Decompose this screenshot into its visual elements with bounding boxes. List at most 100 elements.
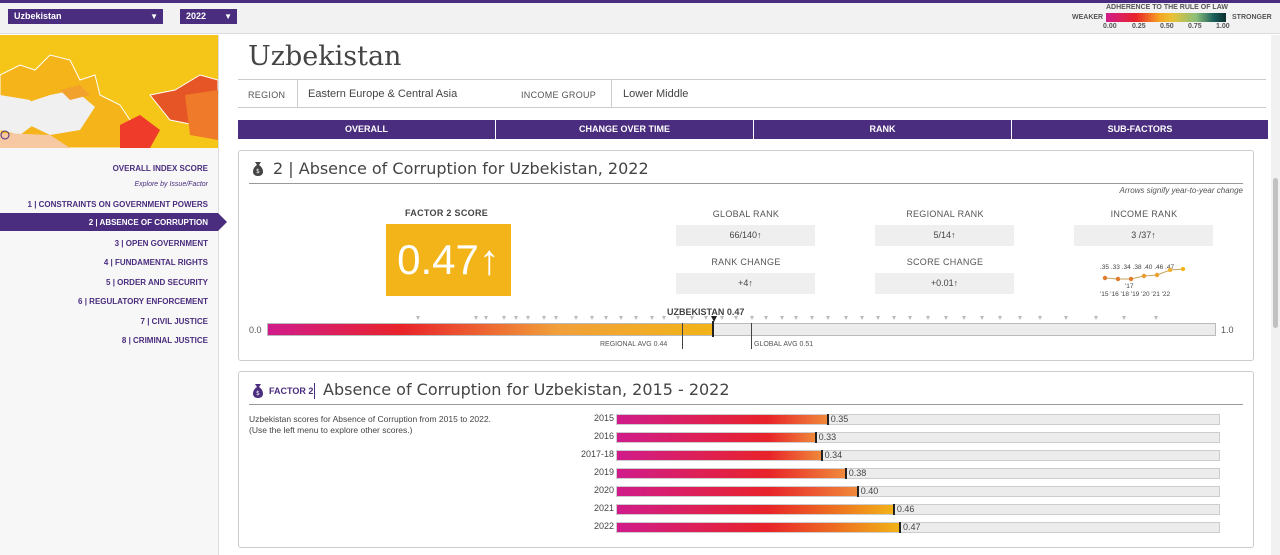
factor-score-label: FACTOR 2 SCORE [405,208,489,218]
chevron-down-icon: ▼ [224,12,232,21]
bar-track[interactable]: 0.38 [616,468,1220,479]
country-select-value: Uzbekistan [14,11,62,21]
legend-weaker: WEAKER [1072,14,1104,21]
tab-sub-factors[interactable]: SUB-FACTORS [1012,120,1268,139]
bar-end-marker [892,504,895,515]
bar-value-label: 0.47 [902,522,921,532]
score-scale-bar [267,323,1216,336]
bar-value-label: 0.40 [860,486,879,496]
menu-item-factor-1[interactable]: 1 | CONSTRAINTS ON GOVERNMENT POWERS [27,200,208,209]
scale-min: 0.0 [249,325,262,335]
bar-end-marker [820,450,823,461]
legend-title: ADHERENCE TO THE RULE OF LAW [1106,4,1228,11]
factor-tag: FACTOR 2 [269,386,314,396]
year-select-value: 2022 [186,11,207,21]
bar-end-marker [826,414,829,425]
menu-item-factor-8[interactable]: 8 | CRIMINAL JUSTICE [121,336,208,345]
income-label: INCOME GROUP [521,90,597,100]
bar-category-label: 2016 [593,431,614,441]
money-bag-icon: $ [251,383,265,404]
income-value: Lower Middle [623,88,689,100]
global-avg-label: GLOBAL AVG 0.51 [754,341,814,348]
bar-value-label: 0.34 [824,450,843,460]
bar-value-label: 0.46 [896,504,915,514]
bar-end-marker [856,486,859,497]
income-rank-label: INCOME RANK [1110,209,1178,219]
bar [617,451,822,460]
bar-track[interactable]: 0.47 [616,522,1220,533]
bar [617,469,846,478]
sparkline-years: '15 '16 '18 '19 '20 '21 '22 [1100,291,1171,298]
panel-title: Absence of Corruption for Uzbekistan, 20… [323,380,730,399]
country-marker-label: UZBEKISTAN 0.47 [667,307,745,317]
legend-color-scale [1106,13,1226,22]
region-label: REGION [248,90,286,100]
panel-description: Uzbekistan scores for Absence of Corrupt… [249,414,549,436]
menu-item-factor-6[interactable]: 6 | REGULATORY ENFORCEMENT [78,297,208,306]
legend-tick: 1.00 [1216,23,1230,30]
income-rank-value: 3 /37↑ [1074,225,1213,246]
info-row: REGION Eastern Europe & Central Asia INC… [238,79,1266,108]
arrows-note: Arrows signify year-to-year change [1119,186,1243,195]
sparkline-year-17: '17 [1125,283,1134,290]
tab-overall[interactable]: OVERALL [238,120,495,139]
svg-text:$: $ [256,168,260,175]
menu-item-factor-7[interactable]: 7 | CIVIL JUSTICE [140,317,208,326]
page-title: Uzbekistan [248,41,402,72]
country-map[interactable] [0,35,218,148]
divider [249,404,1243,405]
time-series-panel: $ FACTOR 2 Absence of Corruption for Uzb… [238,371,1254,548]
description-line-2: (Use the left menu to explore other scor… [249,425,413,435]
legend-tick: 0.25 [1132,23,1146,30]
menu-item-factor-4[interactable]: 4 | FUNDAMENTAL RIGHTS [103,258,208,267]
score-change-value: +0.01↑ [875,273,1014,294]
tab-rank[interactable]: RANK [754,120,1011,139]
distribution-ticks [416,316,1158,322]
factor-score-panel: 2 | Absence of Corruption for Uzbekistan… [238,150,1254,361]
global-avg-marker [751,323,752,349]
legend-tick: 0.00 [1103,23,1117,30]
country-select[interactable]: Uzbekistan ▼ [8,9,163,24]
menu-item-factor-2-active[interactable] [0,213,218,231]
bar-track[interactable]: 0.40 [616,486,1220,497]
legend-tick: 0.75 [1188,23,1202,30]
bar [617,487,858,496]
bar-track[interactable]: 0.33 [616,432,1220,443]
bar-category-label: 2022 [593,521,614,531]
regional-rank-value: 5/14↑ [875,225,1014,246]
money-bag-icon: $ [251,161,265,182]
divider [314,383,315,399]
menu-overall-index[interactable]: OVERALL INDEX SCORE [112,164,208,173]
rank-change-label: RANK CHANGE [711,257,781,267]
bar-category-label: 2019 [593,467,614,477]
country-marker [712,321,714,337]
menu-item-factor-2[interactable]: 2 | ABSENCE OF CORRUPTION [88,218,208,227]
panel-title: 2 | Absence of Corruption for Uzbekistan… [273,159,649,178]
bar-end-marker [898,522,901,533]
bar-category-label: 2017-18 [580,449,614,459]
bar-value-label: 0.38 [848,468,867,478]
divider [611,80,612,108]
bar-end-marker [814,432,817,443]
menu-explore-note: Explore by Issue/Factor [134,181,208,188]
sparkline [1102,267,1186,282]
scale-max: 1.0 [1221,325,1234,335]
scrollbar-thumb[interactable] [1273,178,1278,328]
bar-track[interactable]: 0.46 [616,504,1220,515]
global-rank-value: 66/140↑ [676,225,815,246]
tab-bar: OVERALL CHANGE OVER TIME RANK SUB-FACTOR… [238,120,1268,139]
bar [617,433,816,442]
menu-item-factor-5[interactable]: 5 | ORDER AND SECURITY [106,278,208,287]
menu-item-factor-3[interactable]: 3 | OPEN GOVERNMENT [114,239,208,248]
bar-track[interactable]: 0.35 [616,414,1220,425]
top-bar: Uzbekistan ▼ 2022 ▼ ADHERENCE TO THE RUL… [0,3,1280,34]
year-select[interactable]: 2022 ▼ [180,9,237,24]
bar [617,523,900,532]
bar-track[interactable]: 0.34 [616,450,1220,461]
score-scale-fill [268,324,714,335]
legend-tick: 0.50 [1160,23,1174,30]
tab-change-over-time[interactable]: CHANGE OVER TIME [496,120,753,139]
region-value: Eastern Europe & Central Asia [308,88,458,100]
description-line-1: Uzbekistan scores for Absence of Corrupt… [249,414,491,424]
top-accent-line [0,0,1280,3]
